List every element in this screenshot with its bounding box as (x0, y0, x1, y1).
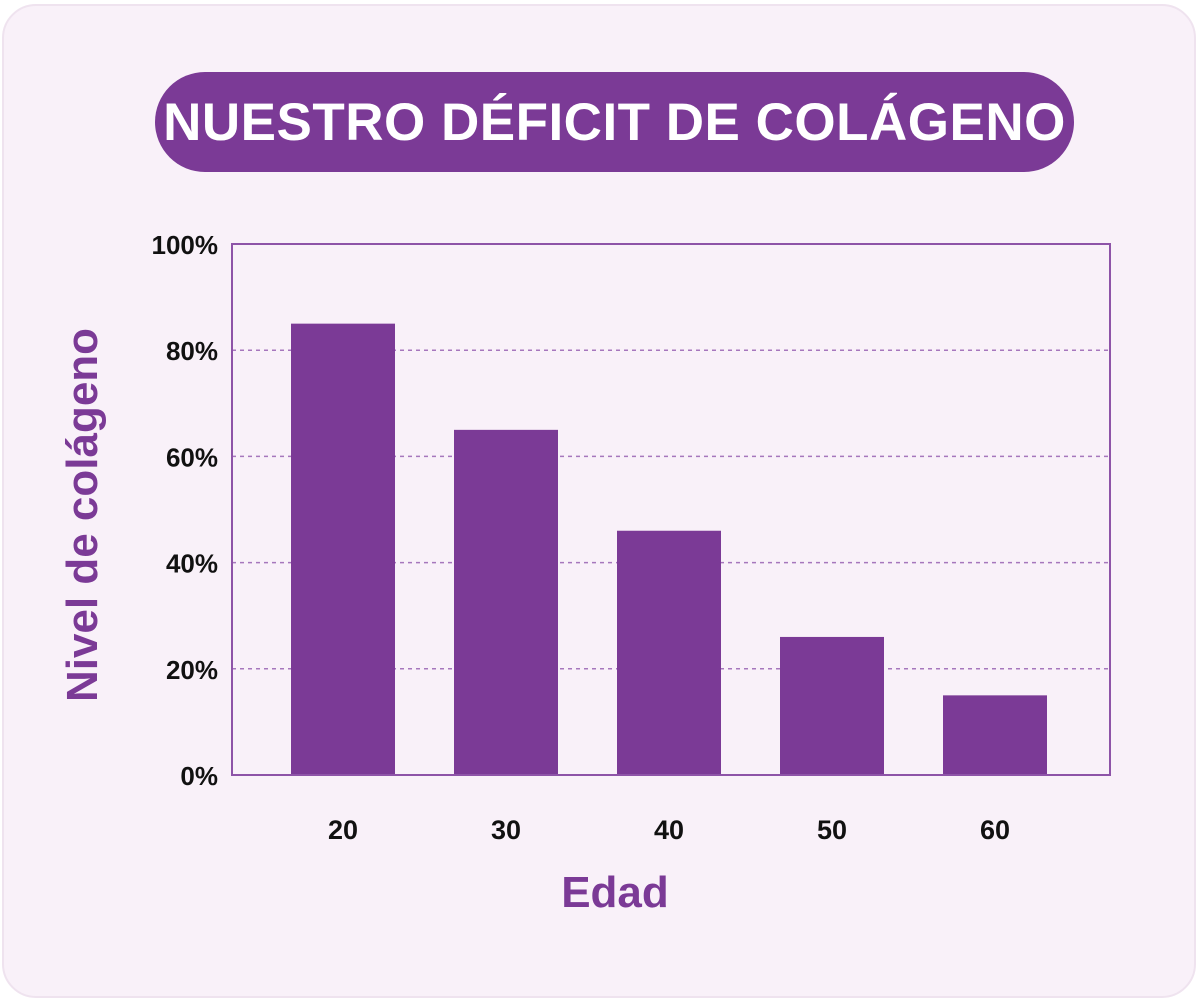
y-tick-label: 0% (180, 761, 218, 791)
chart-title: NUESTRO DÉFICIT DE COLÁGENO (163, 92, 1066, 152)
x-axis-ticks: 20 30 40 50 60 (328, 815, 1010, 845)
bar-20 (291, 323, 395, 775)
x-tick-label: 50 (817, 815, 847, 845)
x-axis-label: Edad (561, 868, 669, 917)
y-tick-label: 80% (166, 336, 218, 366)
plot-frame (231, 243, 1111, 776)
chart-card: NUESTRO DÉFICIT DE COLÁGENO (2, 4, 1196, 998)
x-tick-label: 60 (980, 815, 1010, 845)
x-tick-label: 40 (654, 815, 684, 845)
x-tick-label: 30 (491, 815, 521, 845)
y-tick-label: 40% (166, 549, 218, 579)
y-tick-label: 20% (166, 655, 218, 685)
bar-50 (780, 636, 884, 775)
y-axis-label: Nivel de colágeno (58, 328, 107, 702)
y-axis-ticks: 0% 20% 40% 60% 80% 100% (152, 230, 219, 791)
bar-60 (943, 695, 1047, 775)
bars (291, 323, 1047, 775)
bar-30 (454, 429, 558, 775)
title-banner: NUESTRO DÉFICIT DE COLÁGENO (155, 72, 1074, 172)
y-tick-label: 60% (166, 442, 218, 472)
x-tick-label: 20 (328, 815, 358, 845)
bar-40 (617, 530, 721, 775)
y-tick-label: 100% (152, 230, 219, 260)
